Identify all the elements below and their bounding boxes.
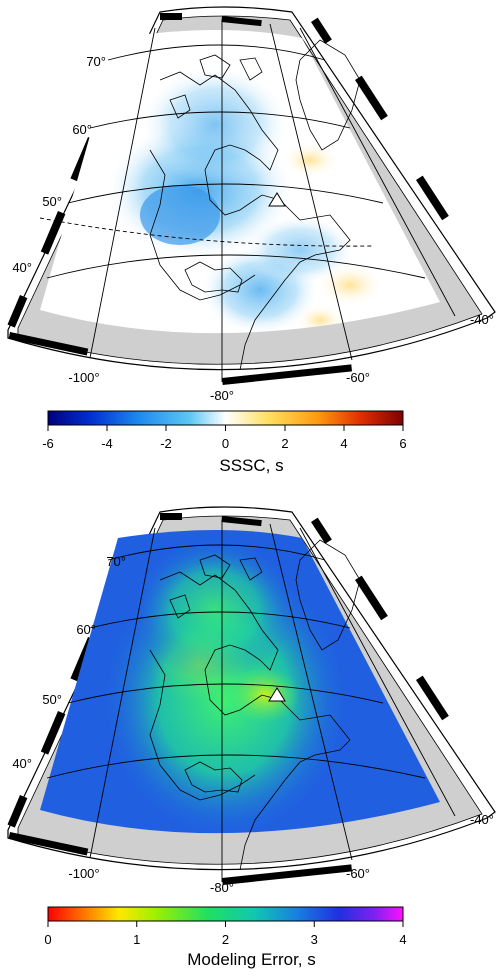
lon-label-40: -40° [470, 812, 494, 827]
sssc-map: 70° 60° 50° 40° -100° -80° -60° -40° -6 … [7, 6, 496, 451]
sssc-tick-label: 0 [222, 436, 229, 451]
lon-label-80: -80° [210, 880, 234, 895]
modeling-error-map: 70° 60° 50° 40° -100° -80° -60° -40° 0 1… [7, 506, 496, 947]
error-tick-label: 0 [44, 932, 51, 947]
sssc-colorbar [47, 410, 404, 426]
lon-label-80: -80° [210, 388, 234, 403]
lon-label-40: -40° [470, 312, 494, 327]
lat-label-40: 40° [12, 756, 32, 771]
lat-label-50: 50° [42, 194, 62, 209]
error-tick-label: 2 [222, 932, 229, 947]
error-tick-label: 3 [311, 932, 318, 947]
lon-label-100: -100° [68, 370, 99, 385]
lat-label-50: 50° [42, 692, 62, 707]
coastlines [149, 39, 361, 371]
graticule [39, 20, 456, 382]
coastlines [149, 539, 361, 871]
sssc-tick-label: 6 [399, 436, 406, 451]
modeling-error-colorbar-ticks [47, 921, 404, 927]
station-triangle-icon [268, 192, 286, 207]
error-tick-label: 1 [133, 932, 140, 947]
sssc-tick-label: -4 [101, 436, 113, 451]
sssc-panel: 70° 60° 50° 40° -100° -80° -60° -40° -6 … [7, 6, 496, 475]
sssc-colorbar-ticks [47, 425, 404, 431]
sssc-tick-label: 2 [281, 436, 288, 451]
lat-label-70: 70° [106, 554, 126, 569]
modeling-error-colorbar [47, 906, 404, 922]
lat-label-60: 60° [76, 622, 96, 637]
error-tick-label: 4 [399, 932, 406, 947]
modeling-error-panel: 70° 60° 50° 40° -100° -80° -60° -40° 0 1… [0, 500, 503, 977]
lat-label-40: 40° [12, 260, 32, 275]
sssc-tick-label: -2 [160, 436, 172, 451]
lat-label-70: 70° [86, 54, 106, 69]
lon-label-60: -60° [346, 370, 370, 385]
lat-label-60: 60° [72, 122, 92, 137]
modeling-error-colorbar-title: Modeling Error, s [187, 950, 316, 969]
graticule [46, 520, 456, 882]
frame-checker [7, 13, 449, 385]
station-triangle-icon [268, 687, 286, 702]
lon-label-100: -100° [68, 866, 99, 881]
lon-label-60: -60° [346, 866, 370, 881]
sssc-tick-label: 4 [340, 436, 347, 451]
sssc-colorbar-title: SSSC, s [219, 456, 284, 475]
sssc-tick-label: -6 [42, 436, 54, 451]
modeling-error-field [105, 540, 345, 834]
